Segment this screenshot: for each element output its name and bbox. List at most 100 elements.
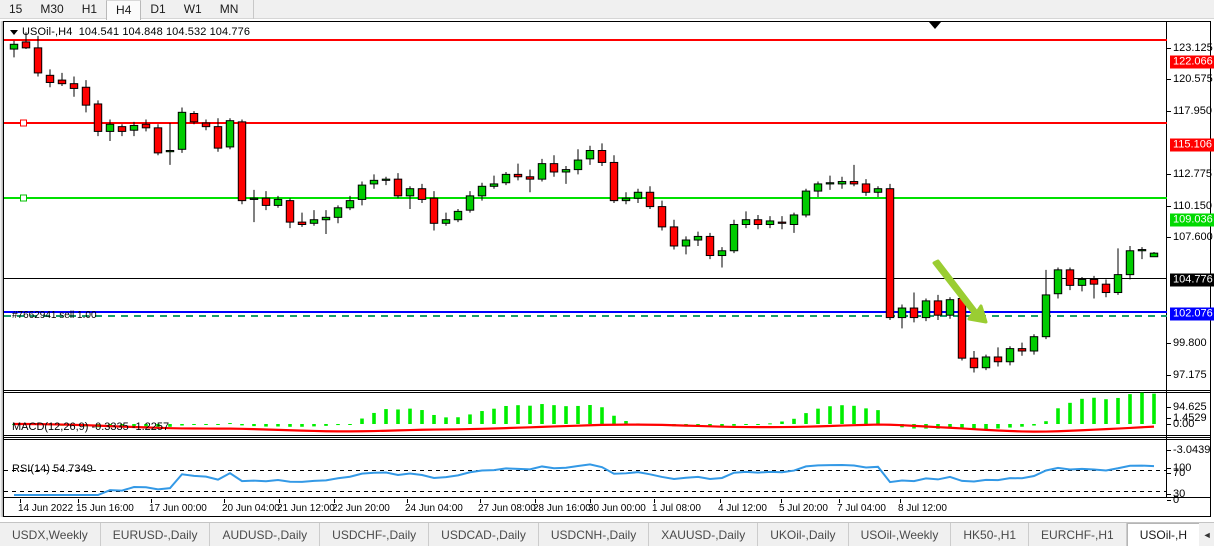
support-line-109[interactable] <box>4 197 1167 199</box>
order-ticket-label[interactable]: #7662941 sell 1.00 <box>12 310 97 321</box>
time-tick-label: 14 Jun 2022 <box>18 503 74 514</box>
chart-left-grip[interactable] <box>0 21 4 517</box>
price-tick-label: 97.175 <box>1173 369 1207 381</box>
price-tick-mark <box>1167 237 1171 238</box>
chart-period-separator-marker <box>929 22 941 29</box>
resistance-line-122[interactable] <box>4 39 1167 41</box>
time-tick-mark <box>480 499 481 503</box>
chart-tab-bar: USDX,Weekly EURUSD-,Daily AUDUSD-,Daily USD… <box>0 522 1214 546</box>
price-tick-mark <box>1167 206 1171 207</box>
rsi-title: RSI(14) 54.7349 <box>12 463 93 475</box>
time-tick-label: 7 Jul 04:00 <box>837 503 886 514</box>
chart-tab-eurchf-h1[interactable]: EURCHF-,H1 <box>1029 523 1127 546</box>
chart-tab-xauusd-daily[interactable]: XAUUSD-,Daily <box>649 523 759 546</box>
chart-ohlc-values: 104.541 104.848 104.532 104.776 <box>78 26 251 38</box>
time-tick-label: 24 Jun 04:00 <box>405 503 463 514</box>
support-line-109-anchor[interactable] <box>20 194 27 202</box>
time-tick-mark <box>654 499 655 503</box>
price-tick-mark <box>1167 174 1171 175</box>
timeframe-toolbar: 15 M30 H1 H4 D1 W1 MN <box>0 0 1214 20</box>
timeframe-button-h1[interactable]: H1 <box>81 2 98 16</box>
time-tick-label: 8 Jul 12:00 <box>898 503 947 514</box>
order-dashed-line <box>4 315 1167 317</box>
chart-tab-usoil-h[interactable]: USOil-,H <box>1126 523 1200 546</box>
macd-panel-bottom-divider <box>4 435 1211 436</box>
rsi-panel-bottom-divider <box>4 497 1211 498</box>
time-tick-label: 28 Jun 16:00 <box>533 503 591 514</box>
price-tag-blue: 102.076 <box>1170 307 1214 321</box>
toolbar-separator <box>253 0 255 19</box>
rsi-level-30-line <box>4 491 1166 492</box>
price-axis[interactable]: 123.125 122.066 120.575 117.950 115.106 112.7… <box>1167 22 1214 506</box>
price-tick-mark <box>1167 48 1171 49</box>
rsi-scale-label: 100 <box>1173 462 1192 474</box>
macd-scale-tick <box>1167 450 1171 451</box>
timeframe-button-w1[interactable]: W1 <box>183 2 202 16</box>
rsi-panel-top-divider-2 <box>4 439 1211 440</box>
timeframe-button-mn[interactable]: MN <box>219 2 239 16</box>
price-tag-black: 104.776 <box>1170 273 1214 287</box>
macd-scale-label: 0.00 <box>1173 418 1195 430</box>
price-tag-green: 109.036 <box>1170 213 1214 227</box>
chart-canvas-frame[interactable] <box>3 21 1211 517</box>
chart-tab-audusd-daily[interactable]: AUDUSD-,Daily <box>210 523 321 546</box>
time-tick-mark <box>151 499 152 503</box>
price-tick-mark <box>1167 111 1171 112</box>
timeframe-button-15[interactable]: 15 <box>9 2 23 16</box>
chart-tab-usdcnh-daily[interactable]: USDCNH-,Daily <box>539 523 650 546</box>
chart-tab-usdchf-daily[interactable]: USDCHF-,Daily <box>320 523 430 546</box>
tab-scroll-left-icon[interactable]: ◄ <box>1199 525 1214 544</box>
price-tick-label: 123.125 <box>1173 42 1213 54</box>
rsi-panel-top-divider <box>4 437 1211 438</box>
price-tick-label: 120.575 <box>1173 73 1213 85</box>
rsi-level-70-line <box>4 470 1166 471</box>
chart-ohlc-header: USOil-,H4 104.541 104.848 104.532 104.77… <box>10 26 250 38</box>
chart-tab-usoil-weekly[interactable]: USOil-,Weekly <box>849 523 952 546</box>
price-tick-label: 107.600 <box>1173 231 1213 243</box>
time-axis[interactable]: 14 Jun 2022 15 Jun 16:00 17 Jun 00:00 20 Ju… <box>4 499 1166 516</box>
macd-scale-label: 1.4529 <box>1173 412 1207 424</box>
chart-tab-usdx-weekly[interactable]: USDX,Weekly <box>0 523 101 546</box>
time-tick-mark <box>20 499 21 503</box>
timeframe-button-d1[interactable]: D1 <box>150 2 166 16</box>
time-tick-mark <box>900 499 901 503</box>
time-tick-mark <box>839 499 840 503</box>
time-tick-mark <box>590 499 591 503</box>
price-scale-divider <box>1166 22 1167 498</box>
macd-panel-top-divider-2 <box>4 392 1211 393</box>
time-tick-mark <box>407 499 408 503</box>
macd-scale-tick <box>1167 418 1171 419</box>
time-tick-label: 4 Jul 12:00 <box>718 503 767 514</box>
last-price-line <box>4 278 1167 279</box>
price-tag-red: 122.066 <box>1170 55 1214 69</box>
time-tick-label: 27 Jun 08:00 <box>478 503 536 514</box>
order-line-sell[interactable] <box>4 311 1167 313</box>
time-tick-label: 22 Jun 20:00 <box>332 503 390 514</box>
collapse-triangle-icon[interactable] <box>10 29 18 35</box>
time-tick-mark <box>279 499 280 503</box>
timeframe-button-h4[interactable]: H4 <box>106 0 142 20</box>
macd-scale-tick <box>1167 424 1171 425</box>
price-tick-label: 117.950 <box>1173 105 1212 117</box>
time-tick-mark <box>224 499 225 503</box>
resistance-line-115-anchor[interactable] <box>20 119 27 127</box>
timeframe-button-group: 15 M30 H1 H4 D1 W1 MN <box>0 0 255 20</box>
chart-tab-usdcad-daily[interactable]: USDCAD-,Daily <box>429 523 539 546</box>
time-tick-label: 5 Jul 20:00 <box>779 503 828 514</box>
rsi-scale-label: 30 <box>1173 488 1186 500</box>
macd-panel-top-divider <box>4 390 1211 391</box>
rsi-scale-label: 70 <box>1173 467 1186 479</box>
macd-scale-label: -3.0439 <box>1173 444 1211 456</box>
time-tick-label: 17 Jun 00:00 <box>149 503 207 514</box>
time-tick-mark <box>720 499 721 503</box>
time-tick-label: 1 Jul 08:00 <box>652 503 701 514</box>
chart-tab-eurusd-daily[interactable]: EURUSD-,Daily <box>101 523 211 546</box>
timeframe-button-m30[interactable]: M30 <box>40 2 64 16</box>
price-tag-red: 115.106 <box>1170 138 1214 152</box>
price-tick-mark <box>1167 343 1171 344</box>
price-tick-mark <box>1167 407 1171 408</box>
resistance-line-115[interactable] <box>4 122 1167 124</box>
price-tick-mark <box>1167 375 1171 376</box>
chart-tab-ukoil-daily[interactable]: UKOil-,Daily <box>758 523 849 546</box>
chart-tab-hk50-h1[interactable]: HK50-,H1 <box>951 523 1030 546</box>
